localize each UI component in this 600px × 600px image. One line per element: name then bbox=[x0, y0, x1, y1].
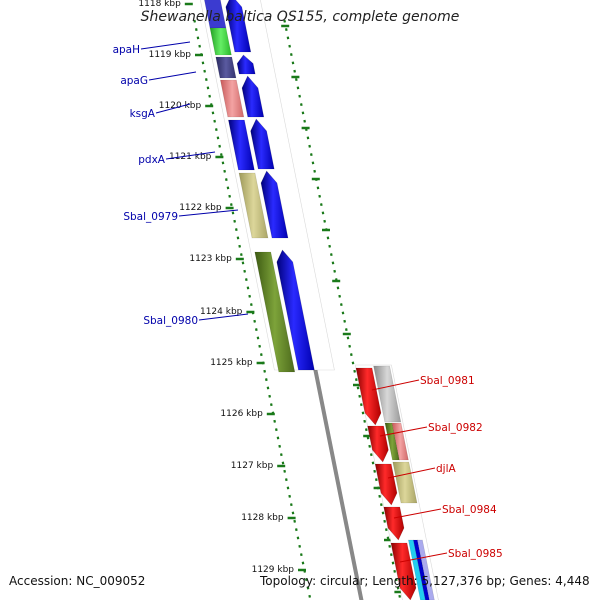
gene-label-right[interactable]: djlA bbox=[436, 463, 456, 475]
gene-label-leader bbox=[140, 41, 191, 50]
tick-label: 1126 kbp bbox=[220, 409, 263, 419]
cog-block bbox=[417, 539, 435, 600]
tick-label: 1120 kbp bbox=[159, 101, 202, 111]
gene-label-left[interactable]: Sbal_0980 bbox=[143, 315, 198, 327]
cog-track bbox=[200, 0, 439, 600]
gene-label-leader bbox=[393, 508, 442, 519]
tick-label: 1122 kbp bbox=[179, 203, 222, 213]
gene-label-right[interactable]: Sbal_0982 bbox=[428, 422, 483, 434]
gene-label-leader bbox=[148, 71, 197, 81]
cog-block bbox=[228, 119, 255, 171]
gene-reverse-arrow bbox=[390, 542, 417, 600]
gene-label-leader bbox=[155, 103, 191, 114]
gene-label-leader bbox=[178, 209, 239, 217]
cog-block bbox=[391, 422, 409, 461]
cog-block bbox=[408, 539, 426, 600]
gene-label-right[interactable]: Sbal_0985 bbox=[448, 548, 503, 560]
gene-label-left[interactable]: Sbal_0979 bbox=[123, 211, 178, 223]
map-title: Shewanella baltica OS155, complete genom… bbox=[140, 9, 460, 25]
gene-track bbox=[225, 0, 417, 600]
gene-label-right[interactable]: Sbal_0984 bbox=[442, 504, 497, 516]
genome-summary-text: Topology: circular; Length: 5,127,376 bp… bbox=[260, 574, 590, 588]
cog-block bbox=[392, 461, 418, 504]
gene-label-left[interactable]: apaG bbox=[120, 75, 148, 87]
tick-label: 1129 kbp bbox=[252, 565, 295, 575]
gene-label-right[interactable]: Sbal_0981 bbox=[420, 375, 475, 387]
gene-label-left[interactable]: apaH bbox=[113, 44, 140, 56]
gene-label-leader bbox=[387, 467, 436, 479]
gene-forward-arrow bbox=[236, 54, 256, 75]
gene-reverse-arrow bbox=[383, 506, 405, 541]
tick-label: 1119 kbp bbox=[149, 50, 192, 60]
label-layer: 1118 kbp 1119 kbp 1120 kbp 1121 kbp 1122 kbp… bbox=[113, 0, 503, 575]
gene-forward-arrow bbox=[250, 118, 275, 170]
gene-label-leader bbox=[399, 552, 448, 563]
cog-block bbox=[254, 251, 296, 373]
gene-label-leader bbox=[165, 151, 216, 160]
tick-label: 1127 kbp bbox=[231, 461, 274, 471]
gene-reverse-arrow bbox=[374, 463, 398, 506]
tick-label: 1121 kbp bbox=[169, 152, 212, 162]
gene-reverse-arrow bbox=[355, 367, 382, 426]
gene-label-leader bbox=[198, 313, 249, 321]
tick-label: 1124 kbp bbox=[200, 307, 243, 317]
tick-label: 1123 kbp bbox=[189, 254, 232, 264]
tick-label: 1118 kbp bbox=[138, 0, 181, 9]
gene-forward-arrow bbox=[241, 75, 265, 118]
gene-label-leader bbox=[379, 426, 428, 437]
gene-label-leader bbox=[371, 379, 420, 391]
tick-label: 1125 kbp bbox=[210, 358, 253, 368]
gene-forward-arrow bbox=[260, 170, 289, 239]
cog-block bbox=[373, 365, 402, 423]
cog-block bbox=[220, 79, 245, 118]
accession-text: Accession: NC_009052 bbox=[9, 574, 146, 588]
cog-block bbox=[238, 172, 269, 239]
tick-label: 1128 kbp bbox=[241, 513, 284, 523]
gene-label-left[interactable]: ksgA bbox=[130, 108, 156, 120]
gene-forward-arrow bbox=[225, 0, 252, 53]
gene-forward-arrow bbox=[276, 249, 315, 371]
gene-label-left[interactable]: pdxA bbox=[138, 154, 166, 166]
cog-block bbox=[413, 539, 430, 600]
cog-block bbox=[209, 27, 232, 56]
cog-block bbox=[215, 56, 237, 79]
